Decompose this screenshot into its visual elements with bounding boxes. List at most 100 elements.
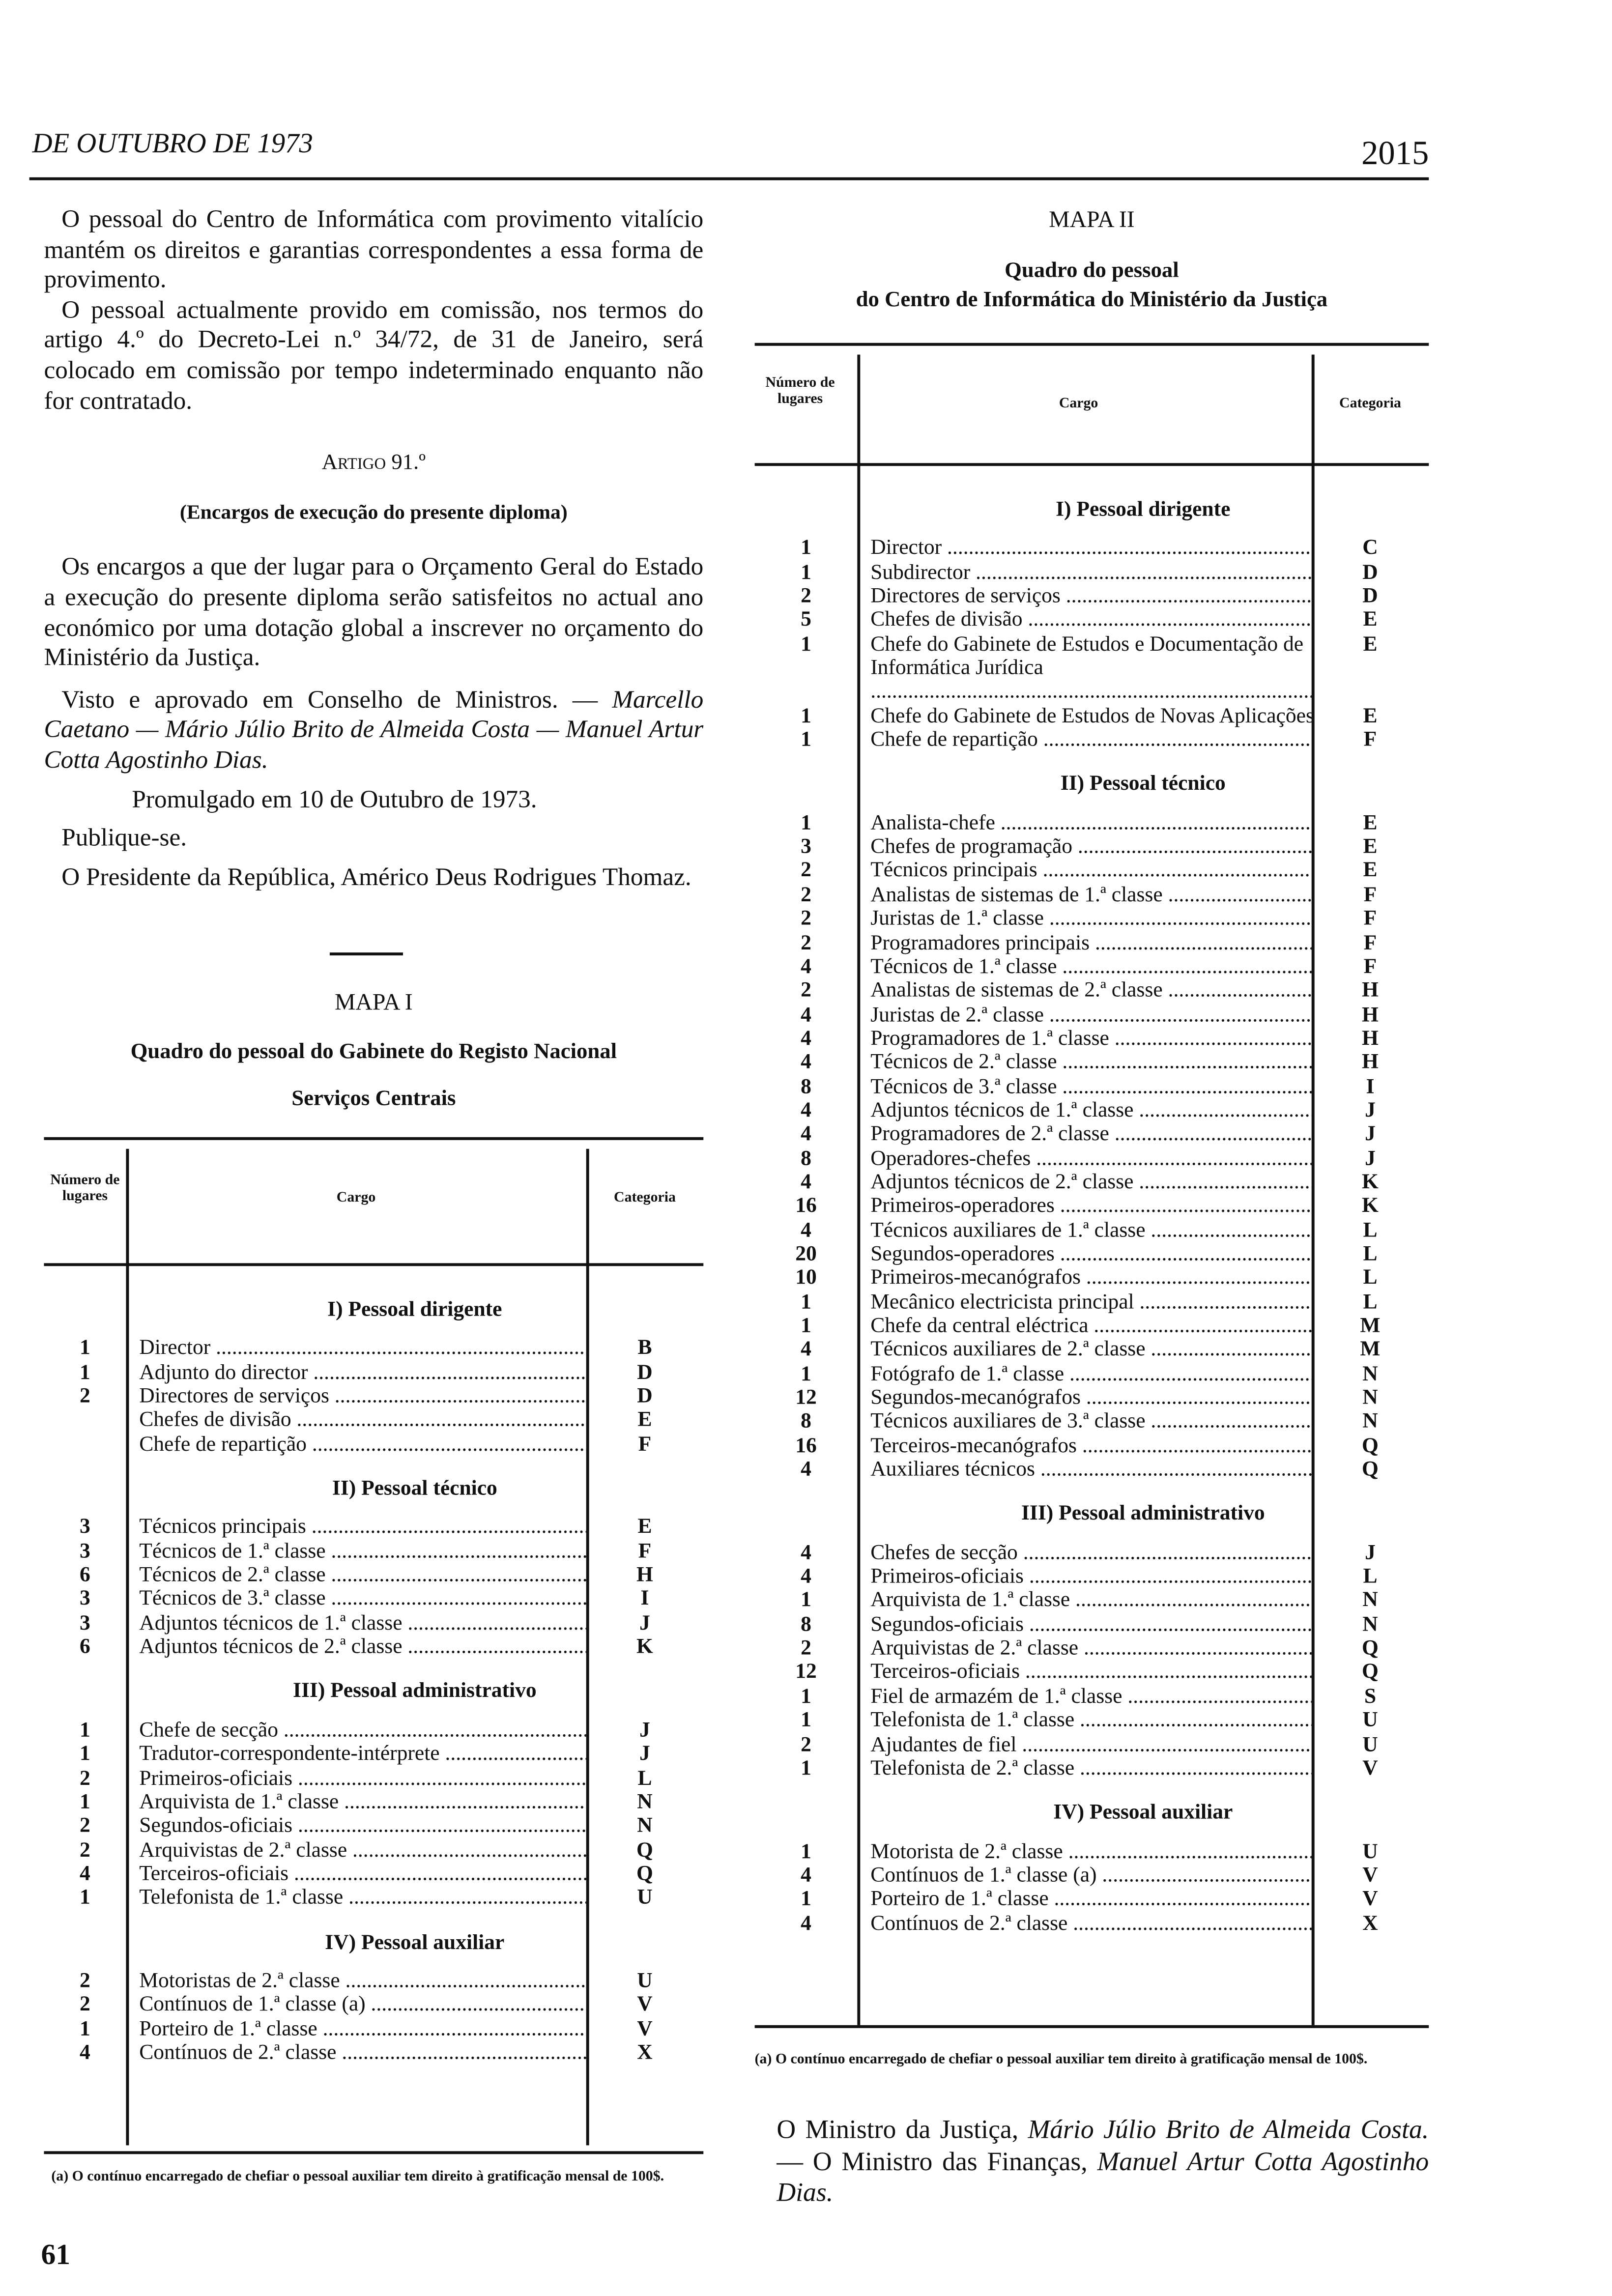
- section-title: II) Pessoal técnico: [1060, 773, 1226, 797]
- row-number: 1: [801, 632, 811, 657]
- row-cargo: Técnicos de 2.ª classe: [126, 1564, 586, 1588]
- row-number: 2: [801, 1732, 811, 1756]
- row-category: K: [636, 1636, 653, 1659]
- row-cargo: Arquivistas de 2.ª classe: [126, 1838, 586, 1863]
- row-category: D: [1362, 584, 1378, 608]
- row-cargo: Chefe de repartição: [857, 728, 1311, 752]
- row-number: 2: [801, 907, 811, 931]
- table-row: 1 Director C: [755, 537, 1429, 561]
- signature-name: Manuel Artur Cotta Agostinho Dias.: [777, 2146, 1429, 2207]
- footer-mark: 61: [41, 2239, 71, 2271]
- row-number: 1: [801, 1290, 811, 1314]
- row-cargo: Analistas de sistemas de 2.ª classe: [857, 979, 1311, 1003]
- table-row: 1 Telefonista de 1.ª classe U: [44, 1886, 703, 1910]
- row-category: N: [1362, 1362, 1378, 1386]
- table-row: 3 Chefes de programação E: [755, 835, 1429, 860]
- row-number: 1: [80, 1361, 90, 1384]
- row-number: 1: [801, 1888, 811, 1911]
- row-number: 16: [795, 1195, 817, 1218]
- row-number: 2: [801, 979, 811, 1003]
- row-category: I: [1366, 1075, 1375, 1099]
- table-row: 1 Adjunto do director D: [44, 1361, 703, 1385]
- header-rule: [44, 1263, 704, 1265]
- mapa2-subtitle: Quadro do pessoal: [1005, 259, 1179, 283]
- row-category: E: [1363, 608, 1378, 632]
- row-category: U: [1362, 1839, 1378, 1864]
- row-cargo: Mecânico electricista principal: [857, 1291, 1311, 1315]
- row-cargo: Auxiliares técnicos: [857, 1458, 1311, 1482]
- row-cargo: Técnicos de 2.ª classe: [857, 1051, 1311, 1075]
- header-rule: [754, 463, 1429, 465]
- table-row: 4 Terceiros-oficiais Q: [44, 1862, 703, 1886]
- table-row: 4 Técnicos de 2.ª classe H: [755, 1051, 1429, 1075]
- mapa1-subtitle2: Serviços Centrais: [291, 1087, 456, 1111]
- table-row: 1 Analista-chefe E: [755, 811, 1429, 835]
- table-row: 6 Adjuntos técnicos de 2.ª classe K: [44, 1636, 703, 1660]
- row-number: 12: [795, 1386, 817, 1410]
- table-row: 1 Director B: [44, 1337, 703, 1361]
- row-category: F: [638, 1540, 652, 1563]
- row-number: 10: [795, 1266, 817, 1290]
- table-body: I) Pessoal dirigente 1 Director B 1 Adjunto d…: [44, 1278, 703, 2065]
- table-row: Chefes de divisão E: [44, 1409, 703, 1433]
- header-category: Categoria: [614, 1190, 676, 1206]
- row-number: 3: [80, 1611, 90, 1636]
- signature-text: O Ministro da Justiça,: [777, 2114, 1028, 2144]
- row-number: 1: [801, 728, 811, 752]
- row-category: D: [1362, 561, 1378, 584]
- row-number: 2: [801, 931, 811, 955]
- mapa2-table: Número de lugares Cargo Categoria I) Pes…: [754, 343, 1429, 2043]
- row-number: 1: [801, 1709, 811, 1732]
- mapa2-subtitle2: do Centro de Informática do Ministério d…: [856, 288, 1328, 313]
- row-category: X: [1362, 1911, 1378, 1935]
- row-cargo: Porteiro de 1.ª classe: [126, 2017, 586, 2041]
- row-category: E: [1363, 835, 1378, 859]
- row-cargo: Telefonista de 1.ª classe: [126, 1886, 586, 1910]
- row-category: F: [638, 1433, 652, 1457]
- row-cargo: Técnicos principais: [126, 1516, 586, 1540]
- row-cargo: Chefes de divisão: [126, 1409, 586, 1433]
- row-cargo: Contínuos de 2.ª classe: [857, 1912, 1311, 1936]
- row-number: 2: [801, 859, 811, 883]
- row-number: 2: [801, 1637, 811, 1661]
- row-cargo: Director: [126, 1337, 586, 1361]
- table-row: 4 Adjuntos técnicos de 2.ª classe K: [755, 1171, 1429, 1195]
- table-row: 1 Mecânico electricista principal L: [755, 1291, 1429, 1315]
- row-cargo: Técnicos de 3.ª classe: [126, 1588, 586, 1612]
- row-cargo: Adjuntos técnicos de 2.ª classe: [857, 1171, 1311, 1195]
- row-number: 4: [801, 1864, 811, 1888]
- row-number: 1: [801, 1685, 811, 1709]
- row-cargo: Motoristas de 2.ª classe: [126, 1969, 586, 1993]
- table-row: 1 Porteiro de 1.ª classe V: [755, 1888, 1429, 1912]
- row-category: L: [1363, 1565, 1378, 1589]
- mapa1-table: Número de lugares Cargo Categoria I) Pes…: [44, 1137, 704, 2178]
- row-cargo: Chefe do Gabinete de Estudos e Documenta…: [857, 632, 1311, 704]
- table-row: 8 Técnicos auxiliares de 3.ª classe N: [755, 1410, 1429, 1435]
- header-rule: [29, 177, 1429, 180]
- table-row: 2 Directores de serviços D: [755, 585, 1429, 609]
- table-row: 2 Analistas de sistemas de 2.ª classe H: [755, 979, 1429, 1003]
- row-cargo: Fiel de armazém de 1.ª classe: [857, 1685, 1311, 1709]
- row-category: N: [1362, 1613, 1378, 1637]
- table-row: 3 Técnicos de 3.ª classe I: [44, 1588, 703, 1612]
- row-number: 16: [795, 1434, 817, 1458]
- mapa1-title: MAPA I: [335, 990, 413, 1016]
- table-row: 1 Fiel de armazém de 1.ª classe S: [755, 1685, 1429, 1709]
- row-category: J: [639, 1742, 650, 1766]
- table-row: 2 Juristas de 1.ª classe F: [755, 907, 1429, 931]
- section-title: III) Pessoal administrativo: [293, 1680, 537, 1704]
- row-number: 6: [80, 1636, 90, 1659]
- row-number: 4: [801, 1171, 811, 1194]
- promulgated: Promulgado em 10 de Outubro de 1973.: [132, 784, 537, 813]
- table-row: 2 Contínuos de 1.ª classe (a) V: [44, 1993, 703, 2017]
- table-row: 4 Auxiliares técnicos Q: [755, 1458, 1429, 1482]
- table-row: 2 Programadores principais F: [755, 931, 1429, 955]
- table-row: 1 Fotógrafo de 1.ª classe N: [755, 1362, 1429, 1386]
- table-row: 1 Subdirector D: [755, 561, 1429, 585]
- row-category: X: [637, 2041, 653, 2065]
- row-number: 3: [80, 1516, 90, 1540]
- table-top-rule: [754, 343, 1429, 346]
- row-category: B: [637, 1337, 652, 1361]
- row-category: Q: [636, 1838, 653, 1862]
- row-number: 1: [80, 2017, 90, 2041]
